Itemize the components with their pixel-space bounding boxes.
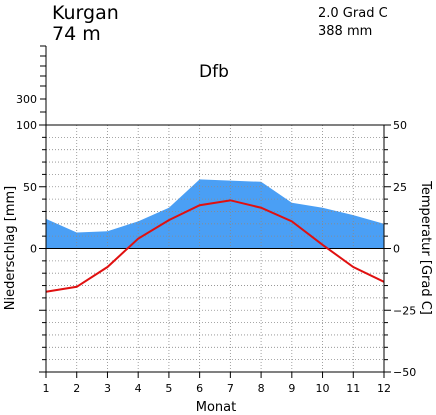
precip-tick-label: 50	[23, 181, 37, 194]
x-tick-label: 8	[258, 382, 265, 395]
x-tick-label: 6	[196, 382, 203, 395]
mean-temperature: 2.0 Grad C	[318, 6, 388, 21]
x-tick-label: 10	[316, 382, 330, 395]
temp-tick-label: −25	[393, 304, 416, 317]
x-tick-label: 5	[165, 382, 172, 395]
x-tick-label: 7	[227, 382, 234, 395]
station-elevation: 74 m	[52, 23, 101, 45]
x-tick-label: 4	[135, 382, 142, 395]
x-tick-label: 11	[346, 382, 360, 395]
precip-tick-label: 0	[30, 243, 37, 256]
x-tick-label: 2	[73, 382, 80, 395]
temp-tick-label: 0	[393, 243, 400, 256]
climate-classification: Dfb	[199, 62, 229, 82]
temp-tick-label: −50	[393, 366, 416, 379]
precip-tick-label: 100	[16, 119, 37, 132]
x-axis-title: Monat	[196, 400, 236, 415]
x-tick-label: 1	[43, 382, 50, 395]
temp-tick-label: 25	[393, 181, 407, 194]
x-tick-label: 12	[377, 382, 391, 395]
station-name: Kurgan	[52, 2, 119, 24]
right-axis-title: Temperatur [Grad C]	[418, 180, 433, 315]
temperature-line	[45, 199, 385, 293]
left-axis-title: Niederschlag [mm]	[3, 186, 18, 311]
annual-precipitation: 388 mm	[318, 24, 372, 39]
upper-precip-axis	[40, 45, 47, 125]
x-tick-label: 9	[288, 382, 295, 395]
precipitation-area	[46, 179, 384, 249]
temp-tick-label: 50	[393, 119, 407, 132]
x-tick-label: 3	[104, 382, 111, 395]
precip-tick-300: 300	[16, 93, 37, 106]
